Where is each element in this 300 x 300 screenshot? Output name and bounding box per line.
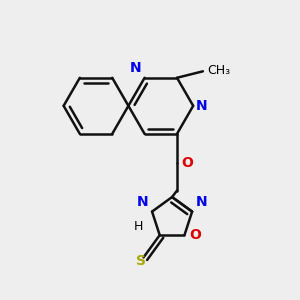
Text: CH₃: CH₃ (207, 64, 230, 77)
Text: H: H (134, 220, 143, 233)
Text: N: N (136, 195, 148, 208)
Text: O: O (189, 228, 201, 242)
Text: N: N (196, 99, 208, 113)
Text: S: S (136, 254, 146, 268)
Text: O: O (181, 156, 193, 170)
Text: N: N (196, 195, 208, 208)
Text: N: N (130, 61, 142, 75)
